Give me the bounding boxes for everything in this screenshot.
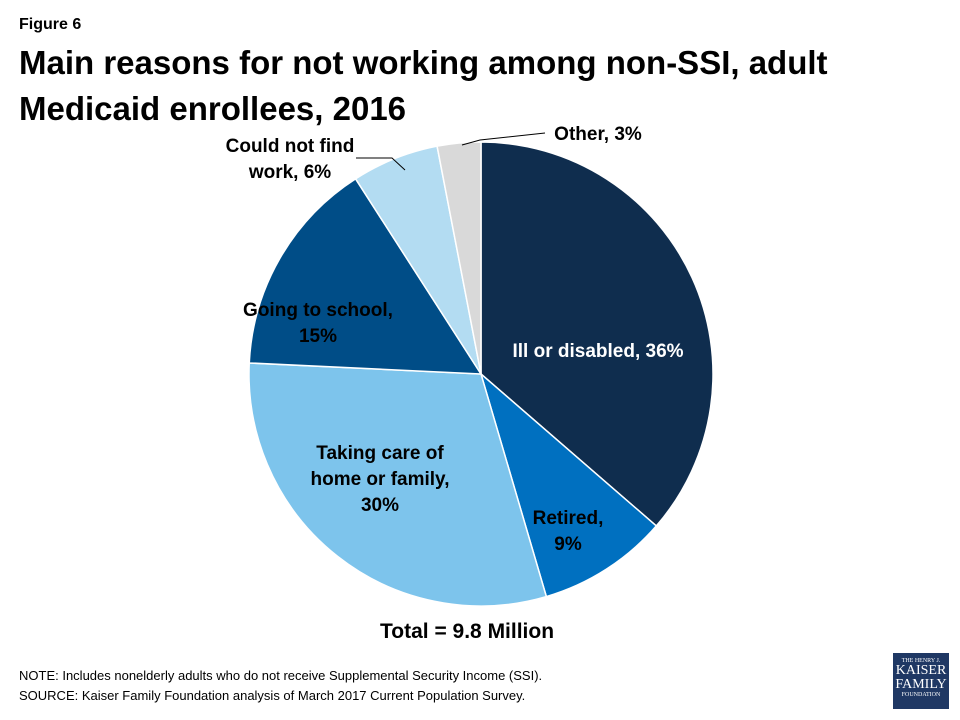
pie-slice (248, 177, 483, 375)
chart-title: Main reasons for not working among non-S… (19, 44, 828, 127)
slice-label: Other, 3% (554, 124, 642, 145)
source-text: SOURCE: Kaiser Family Foundation analysi… (19, 688, 526, 703)
pie-slice (248, 362, 548, 607)
leader-line (356, 157, 406, 171)
pie-slice (480, 141, 714, 527)
slice-label: Retired, 9% (533, 508, 604, 555)
slice-label: Taking care of home or family, 30% (310, 443, 449, 516)
slice-label: Going to school, 15% (243, 300, 393, 347)
leader-line (461, 132, 546, 146)
slice-label: Ill or disabled, 36% (512, 341, 683, 362)
note-text: NOTE: Includes nonelderly adults who do … (19, 668, 543, 683)
pie-slice (436, 141, 482, 375)
total-label: Total = 9.8 Million (380, 620, 555, 643)
kff-logo: THE HENRY J. KAISER FAMILY FOUNDATION (893, 653, 949, 709)
figure-label: Figure 6 (19, 16, 82, 33)
pie-slice (479, 371, 658, 598)
slice-label: Could not find work, 6% (226, 136, 355, 183)
